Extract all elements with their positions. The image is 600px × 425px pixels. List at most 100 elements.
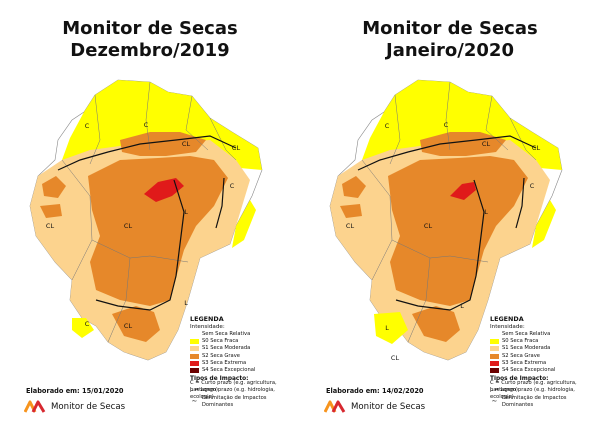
title-line-1: Monitor de Secas [362, 18, 538, 39]
legend-swatch [190, 360, 199, 366]
title-line-2: Janeiro/2020 [386, 40, 514, 61]
map-area-label: CL [124, 322, 133, 330]
brand-name: Monitor de Secas [351, 401, 426, 412]
zone-s0-east [532, 200, 556, 248]
legend-intensity-item: S2 Seca Grave [190, 352, 298, 359]
legend-intensity-label: S1 Seca Moderada [502, 345, 551, 352]
impact-delimitation-lines [57, 135, 237, 311]
legend-swatch [190, 346, 199, 352]
legend-intensity-item: S2 Seca Grave [490, 352, 598, 359]
zone-s0-southwest [374, 312, 408, 344]
delimitation-line-icon: ∼ [491, 397, 498, 406]
legend-intensity-item: S0 Seca Fraca [190, 338, 298, 345]
state-borders [61, 81, 237, 343]
legend-intensity-label: S0 Seca Fraca [502, 337, 539, 344]
legend-impact-long: L = Longo prazo (e.g. hidrologia, ecolog… [190, 387, 275, 401]
zone-s2-central [88, 156, 228, 306]
legend-intensity-item: S1 Seca Moderada [490, 345, 598, 352]
impact-delimitation-lines [357, 135, 537, 311]
zone-s2-west [42, 176, 66, 198]
legend-intensity-item: Sem Seca Relativa [490, 331, 598, 338]
legend-intensity-item: S1 Seca Moderada [190, 345, 298, 352]
legend-intensity-item: S3 Seca Extrema [190, 360, 298, 367]
legend-impact-title: Tipos de Impacto: [490, 376, 549, 383]
legend-intensity-item: S3 Seca Extrema [490, 360, 598, 367]
zone-s3 [144, 178, 184, 202]
drought-map: C C CL CL CL L C CL L L CL [329, 79, 563, 362]
legend-impact-short: C = Curto prazo (e.g. agricultura, pasta… [190, 380, 277, 393]
map-area-label: CL [46, 222, 55, 230]
map-area-label: C [530, 182, 535, 190]
map-area-label: L [484, 208, 488, 216]
legend-swatch [490, 346, 499, 352]
legend-delimitation: ∼ Delimitação de Impactos Dominantes [191, 394, 267, 408]
map-area-label: CL [124, 222, 133, 230]
legend-swatch [490, 360, 499, 366]
zone-s2-south [112, 306, 160, 342]
legend-intensity-label: S0 Seca Fraca [202, 337, 239, 344]
legend-intensity-title: Intensidade: [190, 323, 225, 330]
map-area-label: CL [482, 140, 491, 148]
title-line-1: Monitor de Secas [62, 18, 238, 39]
panel-janeiro-2020: Monitor de Secas Janeiro/2020 [300, 0, 600, 425]
map-area-label: L [385, 324, 389, 332]
legend-intensity-label: Sem Seca Relativa [502, 330, 551, 337]
legend-swatch [190, 368, 199, 374]
legend-intensity-list: Sem Seca Relativa S0 Seca Fraca S1 Seca Mo… [490, 331, 598, 375]
monitor-de-secas-logo [324, 400, 346, 413]
monitor-de-secas-logo [24, 400, 46, 413]
map-labels: C C CL CL CL L C CL L L CL [346, 121, 541, 362]
legend-intensity-item: S0 Seca Fraca [490, 338, 598, 345]
legend-intensity-list: Sem Seca Relativa S0 Seca Fraca S1 Seca Mo… [190, 331, 298, 375]
map-area-label: CL [346, 222, 355, 230]
zone-s2-southwest [340, 204, 362, 218]
zone-s0-east [232, 200, 256, 248]
drought-map: C C CL CL CL L C CL C CL L [29, 79, 263, 361]
elaborated-date: Elaborado em: 14/02/2020 [326, 387, 424, 395]
zone-s2-north [120, 132, 206, 156]
zone-s2-south [412, 306, 460, 342]
zone-s3 [450, 182, 476, 200]
map-area-label: L [184, 299, 188, 307]
title-line-2: Dezembro/2019 [70, 40, 230, 61]
map-area-label: CL [232, 144, 241, 152]
map-area-label: CL [424, 222, 433, 230]
legend-swatch [190, 331, 199, 337]
panel-dezembro-2019: Monitor de Secas Dezembro/2019 [0, 18, 300, 413]
map-title: Monitor de Secas Janeiro/2020 [300, 18, 600, 62]
map-labels: C C CL CL CL L C CL C CL L [46, 121, 241, 330]
map-area-label: C [230, 182, 235, 190]
legend-intensity-label: Sem Seca Relativa [202, 330, 251, 337]
legend-intensity-item: S4 Seca Excepcional [190, 367, 298, 374]
zone-s2-central [388, 156, 528, 306]
legend-swatch [490, 353, 499, 359]
brand: Monitor de Secas [24, 400, 125, 413]
legend-swatch [490, 338, 499, 344]
map-area-label: C [144, 121, 149, 129]
map-area-label: CL [532, 144, 541, 152]
map-area-label: C [444, 121, 449, 129]
legend-intensity-label: S4 Seca Excepcional [202, 367, 256, 374]
map-area-label: C [85, 320, 90, 328]
legend-title: LEGENDA [190, 315, 224, 323]
zone-s2-west [342, 176, 366, 198]
map-area-label: C [85, 122, 90, 130]
brand: Monitor de Secas [324, 400, 425, 413]
legend-impact-short: C = Curto prazo (e.g. agricultura, pasta… [490, 380, 577, 393]
legend-impact-title: Tipos de Impacto: [190, 376, 249, 383]
map-area-label: C [385, 122, 390, 130]
zone-s2-southwest [40, 204, 62, 218]
legend-swatch [490, 331, 499, 337]
legend-intensity-label: S2 Seca Grave [202, 352, 240, 359]
legend-intensity-label: S1 Seca Moderada [202, 345, 251, 352]
map-area-label: L [184, 208, 188, 216]
zone-s2-north [420, 132, 506, 156]
zone-s0-southwest [72, 318, 94, 338]
legend-intensity-item: S4 Seca Excepcional [490, 367, 598, 374]
legend-intensity-label: S3 Seca Extrema [202, 359, 247, 366]
legend-swatch [490, 368, 499, 374]
legend: LEGENDA Intensidade: Sem Seca Relativa S0… [490, 315, 598, 408]
legend-swatch [190, 338, 199, 344]
map-title: Monitor de Secas Dezembro/2019 [0, 18, 300, 62]
map-area-label: CL [391, 354, 400, 362]
